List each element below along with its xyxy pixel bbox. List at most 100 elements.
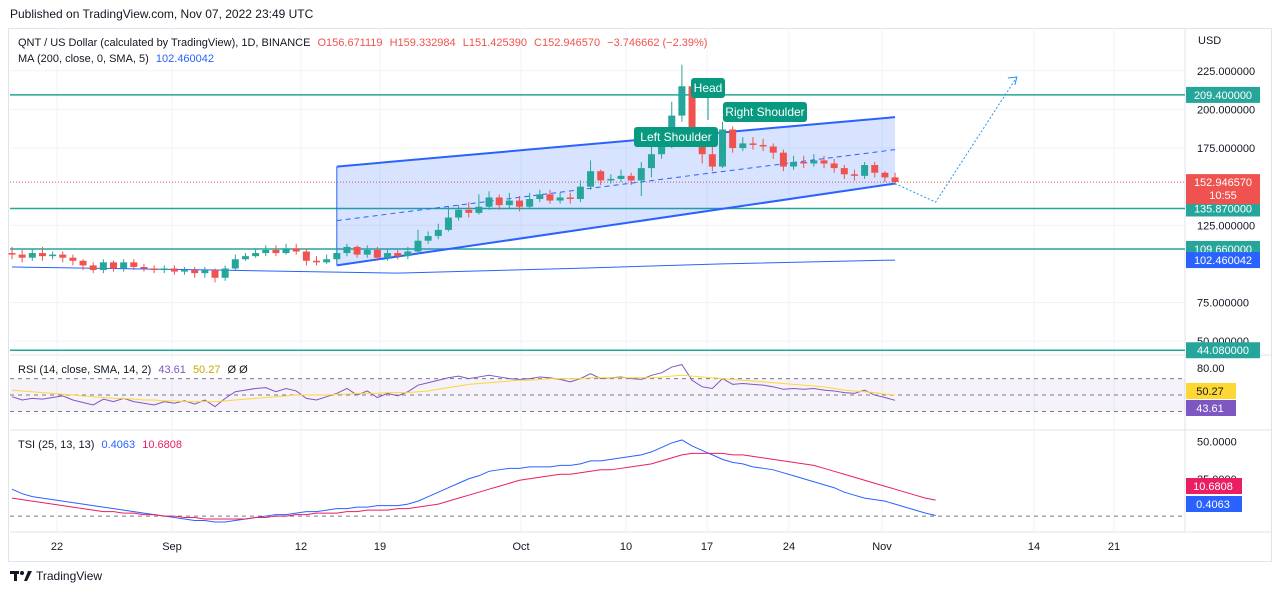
legend-tsi-value: 0.4063	[101, 439, 136, 451]
tradingview-logo-icon	[10, 571, 32, 581]
level-label: 209.400000	[1194, 90, 1252, 102]
ma-label-bg	[1186, 252, 1260, 269]
tsi-tick-label: 50.0000	[1197, 436, 1237, 448]
annotation-badge	[634, 127, 718, 147]
published-header: Published on TradingView.com, Nov 07, 20…	[10, 7, 314, 21]
legend-rsi-value: 43.61	[158, 364, 186, 376]
candle-body	[475, 206, 483, 213]
candle-body	[373, 249, 381, 258]
x-tick-label: 17	[701, 541, 713, 553]
candle-body	[719, 129, 726, 167]
legend-low: L151.425390	[462, 37, 527, 49]
rsi-value-label: 50.27	[1196, 386, 1224, 398]
candle-body	[302, 251, 310, 261]
x-tick-label: 12	[295, 541, 307, 553]
level-label-bg	[1186, 86, 1260, 103]
price-labels: 209.400000135.870000109.66000044.0800001…	[1186, 86, 1260, 512]
candle-body	[729, 129, 737, 149]
x-tick-label: 21	[1108, 541, 1120, 553]
candle-body	[38, 253, 46, 257]
x-tick-label: 22	[51, 541, 63, 553]
candle-body	[505, 200, 513, 206]
candle-body	[769, 146, 777, 153]
candle-body	[89, 265, 97, 271]
horizontal-levels	[10, 94, 1185, 351]
candle-body	[627, 175, 635, 181]
x-tick-label: 14	[1028, 541, 1040, 553]
x-tick-label: Sep	[162, 541, 182, 553]
x-tick-label: 19	[374, 541, 386, 553]
candle-body	[759, 144, 767, 147]
level-label: 44.080000	[1197, 345, 1249, 357]
candle-body	[110, 262, 117, 269]
candle-body	[384, 253, 392, 258]
candle-body	[779, 152, 787, 167]
y-tick-label: 225.000000	[1197, 66, 1255, 78]
rsi-pane	[10, 364, 1185, 413]
candle-body	[587, 171, 595, 187]
candle-body	[465, 209, 473, 213]
last-price-label: 152.946570	[1194, 177, 1252, 189]
candle-body	[353, 246, 361, 255]
candle-body	[241, 256, 249, 260]
candle-body	[607, 178, 615, 181]
legend-close: C152.946570	[534, 37, 601, 49]
y-tick-label: 75.000000	[1197, 297, 1249, 309]
x-tick-label: 10	[620, 541, 632, 553]
candle-body	[688, 86, 696, 136]
candle-body	[201, 270, 209, 274]
candle-body	[658, 143, 666, 155]
candle-body	[313, 260, 320, 263]
candle-body	[292, 248, 300, 252]
ma-200-line	[11, 259, 896, 274]
candle-body	[840, 168, 848, 175]
legend-rsi: RSI (14, close, SMA, 14, 2) 43.61 50.27 …	[18, 364, 252, 376]
last-price-label-bg	[1186, 174, 1260, 205]
legend-tsi: TSI (25, 13, 13) 0.4063 10.6808	[18, 439, 186, 451]
candle-body	[495, 197, 503, 206]
legend-ma: MA (200, close, 0, SMA, 5) 102.460042	[18, 53, 218, 65]
candle-body	[282, 248, 290, 254]
legend-symbol: QNT / US Dollar (calculated by TradingVi…	[18, 37, 311, 49]
candle-body	[8, 253, 16, 255]
y-tick-label: 200.000000	[1197, 104, 1255, 116]
level-label-bg	[1186, 342, 1260, 359]
candle-body	[231, 259, 239, 269]
candle-body	[536, 194, 544, 200]
grid	[10, 28, 1272, 533]
x-tick-label: Nov	[872, 541, 892, 553]
candle-body	[790, 161, 798, 167]
projection-arrowhead	[1007, 76, 1018, 86]
candle-body	[424, 236, 432, 241]
annotation-badge	[723, 102, 807, 122]
candle-body	[434, 229, 442, 237]
ma-label: 102.460042	[1194, 255, 1252, 267]
candle-body	[556, 197, 564, 201]
legend-ma-label: MA (200, close, 0, SMA, 5)	[18, 53, 149, 65]
candle-body	[130, 262, 138, 267]
projection-path	[894, 76, 1018, 203]
legend-tsi-signal-value: 10.6808	[142, 439, 182, 451]
footer-brand: TradingView	[10, 569, 102, 583]
tsi-line	[11, 439, 936, 523]
rsi-value-label: 43.61	[1196, 403, 1224, 415]
legend-ma-value: 102.460042	[155, 53, 215, 65]
tsi-value-label: 10.6808	[1193, 481, 1233, 493]
candle-body	[211, 270, 219, 278]
tsi-signal-line	[11, 452, 936, 520]
candle-body	[99, 262, 107, 271]
candle-body	[191, 270, 199, 274]
level-label-bg	[1186, 200, 1260, 217]
rsi-ma-line	[11, 374, 896, 403]
ma-line	[11, 259, 896, 274]
candle-body	[49, 254, 57, 257]
candle-body	[891, 177, 899, 183]
candle-body	[546, 194, 554, 201]
candle-body	[28, 253, 36, 258]
candle-body	[800, 161, 808, 164]
y-tick-label: 125.000000	[1197, 220, 1255, 232]
candle-body	[617, 175, 625, 179]
legend-rsi-label: RSI (14, close, SMA, 14, 2)	[18, 364, 152, 376]
